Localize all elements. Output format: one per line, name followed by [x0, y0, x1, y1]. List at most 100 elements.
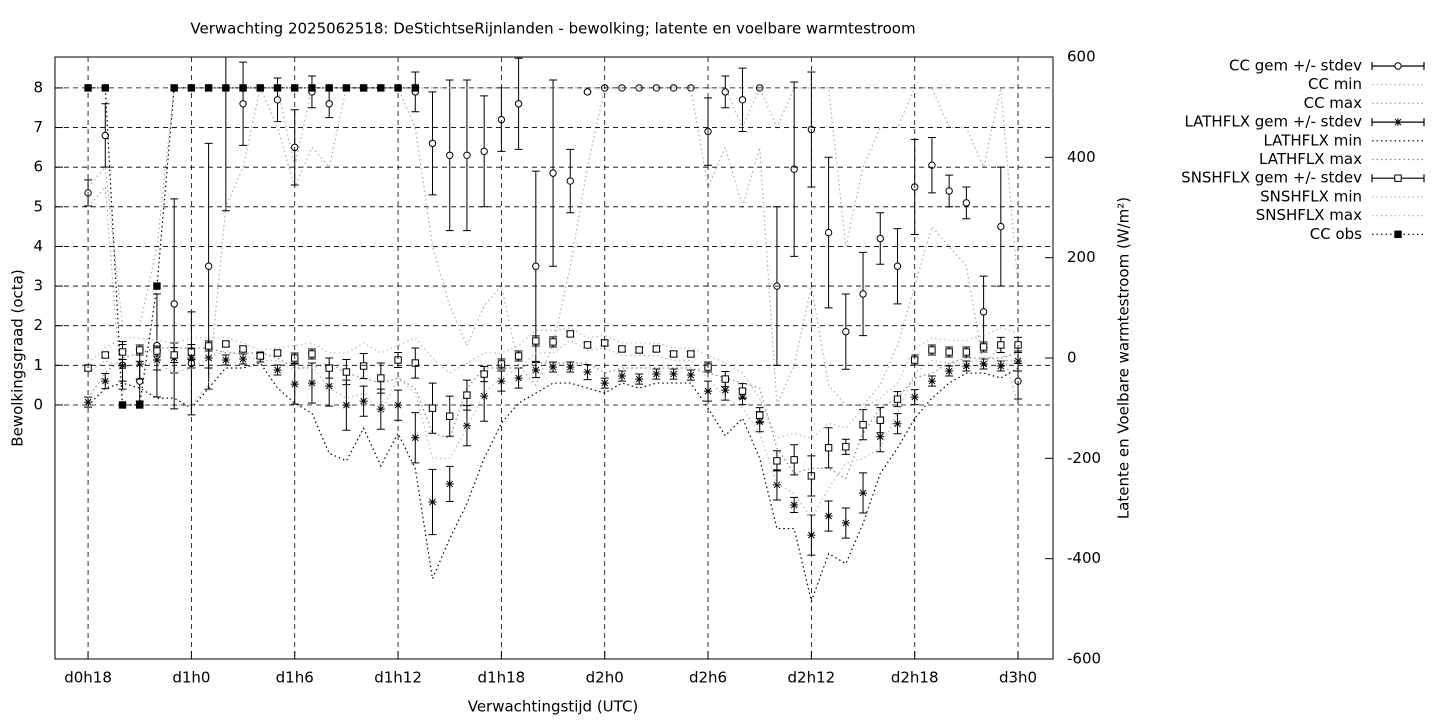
point: [876, 416, 884, 424]
point: [136, 346, 144, 354]
legend-label: SNSHFLX gem +/- stdev: [1181, 169, 1362, 187]
point: [239, 345, 247, 353]
point: [635, 375, 644, 384]
point: [222, 340, 230, 348]
point: [893, 419, 902, 428]
point: [566, 177, 574, 185]
point: [1014, 357, 1023, 366]
point: [945, 187, 953, 195]
x-axis-label: Verwachtingstijd (UTC): [468, 698, 639, 716]
point: [118, 348, 127, 356]
y-tick-label: 8: [33, 78, 43, 96]
point: [170, 300, 178, 308]
point: [204, 342, 213, 350]
point: [859, 290, 867, 298]
point: [273, 96, 282, 104]
y-tick-label: 5: [33, 197, 43, 215]
legend-label: LATHFLX min: [1263, 131, 1362, 149]
point: [738, 387, 747, 395]
point: [463, 151, 471, 159]
point: [463, 391, 471, 399]
x-tick-label: d2h6: [689, 669, 727, 687]
point: [842, 443, 850, 451]
point: [256, 352, 264, 360]
point: [514, 100, 523, 108]
point: [428, 404, 437, 412]
point: [446, 412, 454, 420]
point: [721, 88, 729, 96]
point: [532, 337, 540, 345]
point: [876, 234, 884, 243]
point: [945, 348, 953, 356]
point: [669, 350, 678, 358]
point: [773, 457, 781, 465]
x-tick-label: d1h18: [478, 669, 526, 687]
point: [480, 392, 489, 401]
point: [118, 362, 127, 371]
point: [721, 375, 729, 383]
point: [308, 350, 316, 358]
point: [239, 355, 248, 364]
y-tick-label: 1: [33, 356, 43, 374]
legend-label: SNSHFLX min: [1260, 187, 1362, 205]
point: [376, 405, 385, 414]
plot-area: [84, 57, 1023, 604]
y-tick-label: 0: [33, 395, 43, 413]
y-tick-label: 3: [33, 277, 43, 295]
y2-tick-label: 200: [1067, 248, 1096, 266]
point: [325, 100, 333, 108]
x-tick-label: d0h18: [64, 669, 112, 687]
point: [876, 432, 885, 441]
point: [962, 199, 971, 207]
point: [549, 169, 557, 177]
point: [669, 370, 678, 379]
x-tick-label: d2h18: [891, 669, 939, 687]
point: [446, 151, 454, 159]
point: [101, 131, 109, 140]
point: [910, 393, 919, 402]
point: [514, 352, 523, 360]
point: [359, 397, 368, 406]
point: [772, 480, 781, 489]
point: [618, 345, 626, 353]
x-tick-label: d2h12: [788, 669, 836, 687]
point: [514, 374, 523, 383]
point: [428, 497, 437, 506]
point: [635, 346, 643, 354]
point: [377, 374, 385, 382]
y2-tick-label: -200: [1067, 449, 1101, 467]
point: [652, 345, 661, 353]
point: [790, 500, 799, 509]
y2-axis-label: Latente en Voelbare warmtestroom (W/m²): [1115, 197, 1133, 519]
point: [962, 348, 971, 356]
point: [566, 330, 574, 338]
legend-label: LATHFLX max: [1259, 150, 1362, 168]
point: [756, 411, 764, 419]
point: [239, 100, 247, 108]
y2-tick-label: 600: [1067, 48, 1096, 66]
point: [979, 308, 988, 316]
point: [997, 341, 1005, 349]
point: [204, 262, 213, 270]
point: [307, 379, 316, 388]
legend-label: CC min: [1308, 75, 1362, 93]
point: [428, 139, 437, 148]
point: [411, 433, 420, 442]
point: [841, 519, 850, 528]
legend-label: CC gem +/- stdev: [1229, 57, 1362, 75]
point: [135, 360, 144, 369]
legend-marker: [1394, 62, 1402, 70]
point: [824, 512, 833, 521]
point: [549, 338, 557, 346]
legend-label: SNSHFLX max: [1256, 206, 1362, 224]
series-line: [87, 347, 1019, 480]
point: [480, 147, 488, 156]
point: [927, 377, 936, 386]
point: [532, 262, 540, 270]
point: [928, 346, 936, 354]
point: [583, 88, 592, 96]
legend-label: CC max: [1304, 94, 1363, 112]
point: [480, 370, 488, 378]
point: [893, 262, 902, 270]
